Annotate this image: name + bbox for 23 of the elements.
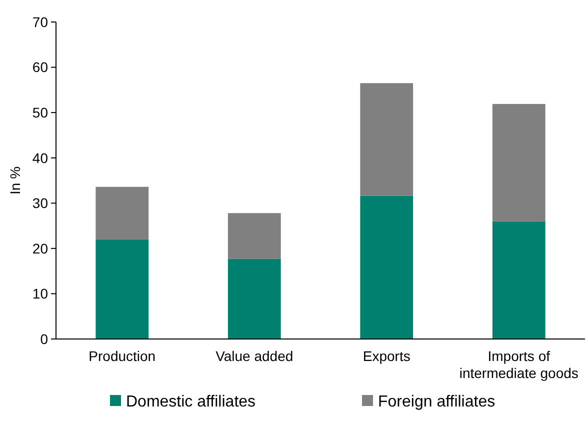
- y-tick-label: 50: [32, 104, 48, 120]
- bar: [360, 196, 414, 339]
- bar: [96, 186, 149, 240]
- y-tick-label: 40: [32, 150, 48, 166]
- y-axis-title: In %: [7, 166, 23, 195]
- legend-label: Foreign affiliates: [378, 394, 496, 411]
- x-tick-label: Imports of intermediate goods: [459, 348, 578, 381]
- bar: [360, 83, 414, 196]
- y-tick-label: 30: [32, 195, 48, 212]
- x-tick-label: Production: [88, 348, 156, 364]
- y-tick-label: 70: [32, 14, 48, 30]
- bar: [228, 258, 281, 339]
- bar: [492, 104, 546, 222]
- bar: [96, 239, 149, 339]
- x-tick-label: Value added: [216, 348, 294, 364]
- y-tick-label: 20: [32, 240, 48, 256]
- x-tick-label: Exports: [362, 348, 410, 364]
- legend-label: Domestic affiliates: [126, 394, 256, 411]
- bar: [492, 221, 546, 339]
- y-tick-label: 60: [32, 59, 48, 76]
- y-tick-label: 10: [32, 286, 48, 302]
- y-tick-label: 0: [40, 330, 48, 347]
- bar: [228, 213, 281, 259]
